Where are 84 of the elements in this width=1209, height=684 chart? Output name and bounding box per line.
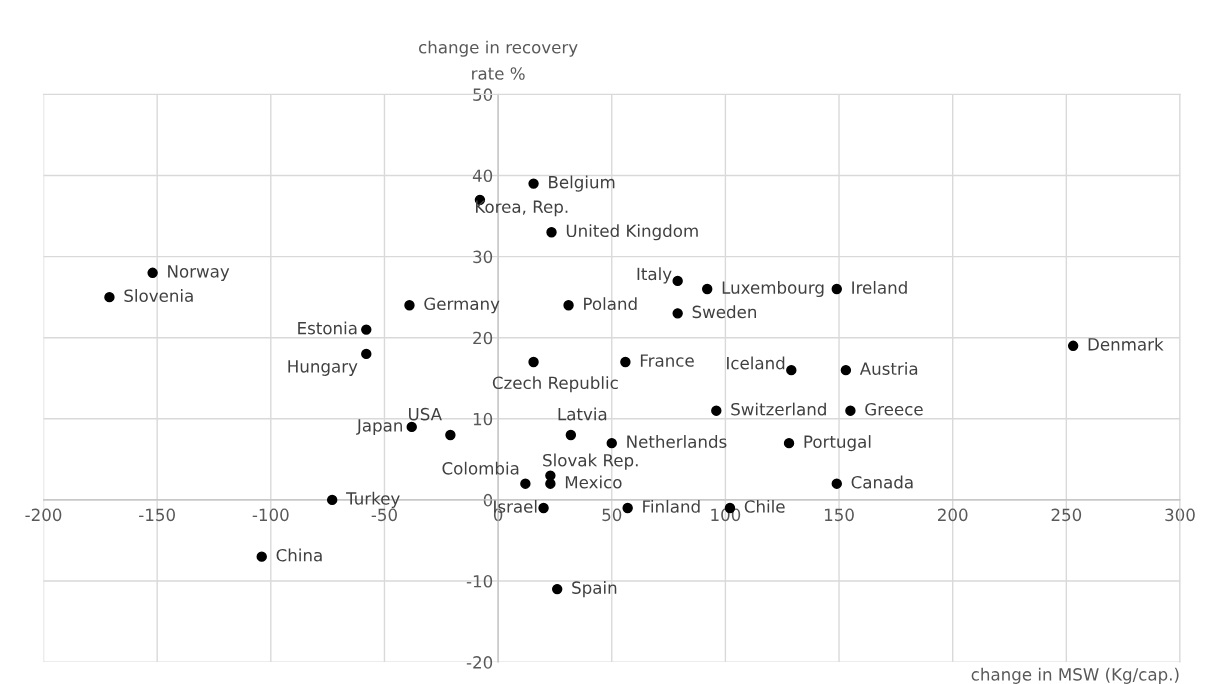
annotation: Latvia [558,407,607,421]
annotation: Switzerland [731,402,826,416]
point [552,583,563,595]
annotation: Estonia [298,321,357,335]
annotation: USA [409,407,442,421]
annotation: Slovak Rep. [543,453,638,470]
annotation: Italy [637,267,672,284]
annotation: United Kingdom [566,224,698,241]
point [256,551,267,562]
annotation: Turkey [346,491,400,508]
point [606,437,617,449]
point [546,227,557,238]
annotation: Chile [744,499,785,513]
point [404,300,415,311]
y-tick-label: 10 [473,412,493,426]
point [528,178,539,189]
x-tick-label: -100 [252,508,289,522]
annotation: China [276,548,322,562]
point [702,283,713,295]
annotation: Luxembourg [722,280,824,298]
point [538,502,549,514]
point [622,502,633,514]
annotation: Hungary [288,360,358,376]
x-tick-label: 50 [602,508,622,522]
annotation: Slovenia [124,289,193,302]
x-tick-label: -150 [139,508,175,522]
y-tick-label: 40 [472,169,493,183]
point [786,364,797,376]
annotation: Sweden [692,305,756,319]
annotation: Colombia [442,461,519,475]
y-tick-label: -20 [466,656,493,669]
point [672,275,683,287]
point [831,283,842,295]
point [326,494,338,506]
x-tick-label: 200 [938,508,968,522]
annotation: Greece [865,402,923,416]
annotation: Canada [851,475,913,489]
annotation: Portugal [804,435,871,452]
point [406,421,417,433]
annotation: Poland [584,297,637,311]
x-tick-label: -50 [371,508,397,522]
point [361,324,372,335]
annotation: Japan [356,419,402,435]
annotation: Mexico [565,475,622,489]
point [528,356,539,368]
point [147,267,158,279]
point [845,405,856,416]
annotation: Ireland [852,280,907,294]
annotation: France [640,354,694,367]
x-tick-label: 250 [1051,508,1082,522]
point [520,478,531,489]
annotation: Iceland [727,356,785,370]
annotation: Finland [643,499,700,513]
y-tick-label: 20 [473,331,493,345]
y-axis-title: change in recovery rate % [419,40,578,80]
annotation: Belgium [549,175,615,192]
x-tick-label: 300 [1165,508,1195,522]
point [840,364,852,376]
annotation: Austria [859,362,918,375]
point [104,291,115,303]
point [783,437,795,449]
x-tick-label: 150 [824,508,854,522]
annotation: Netherlands [627,435,727,448]
point [361,348,372,360]
annotation: Czech Republic [492,376,618,393]
point [545,478,556,489]
y-tick-label: 0 [483,493,493,507]
annotation: Spain [572,581,617,598]
y-tick-label: -10 [466,574,493,588]
annotation: Korea, Rep. [476,200,568,217]
annotation: Germany [424,297,500,314]
x-axis-title: change in MSW (Kg/cap.) [971,667,1179,684]
point [1067,340,1079,352]
point [445,429,456,441]
point [565,429,577,441]
x-tick-label: -200 [25,508,62,522]
point [672,308,683,319]
annotation: Norway [168,265,230,281]
point [620,356,631,368]
annotation: Denmark [1088,337,1164,351]
point [711,405,722,416]
point [831,478,842,489]
point [563,300,574,311]
y-tick-label: 30 [473,250,493,264]
